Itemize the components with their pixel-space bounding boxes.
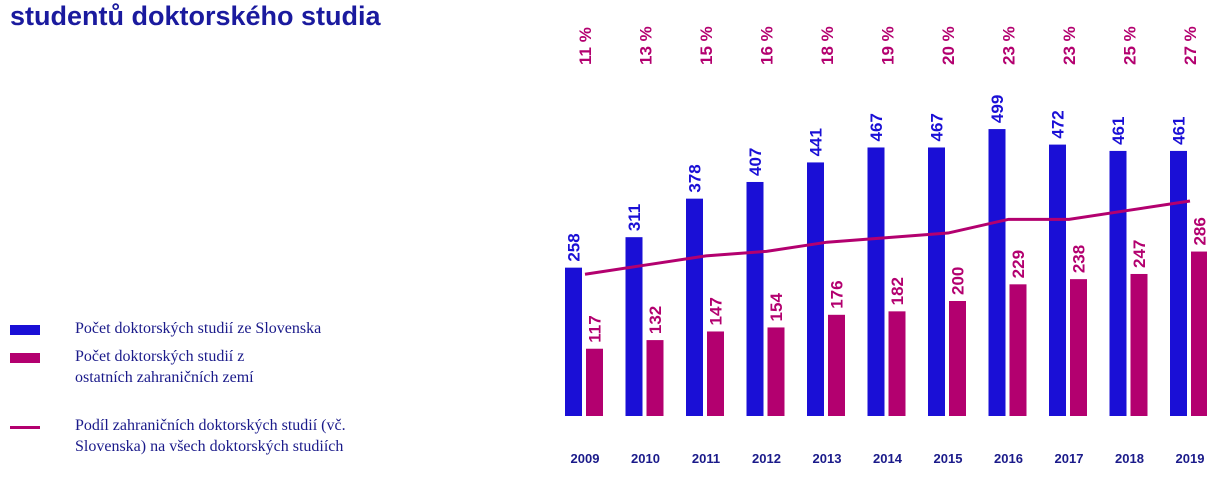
value-label: 182: [888, 277, 907, 305]
x-tick-label: 2009: [571, 451, 600, 466]
x-tick-label: 2016: [994, 451, 1023, 466]
value-label: 154: [767, 293, 786, 322]
bar: [746, 181, 764, 416]
x-tick-label: 2019: [1176, 451, 1205, 466]
legend-swatch: [10, 426, 40, 429]
percent-label: 16 %: [758, 26, 777, 65]
value-label: 461: [1109, 117, 1128, 145]
value-label: 238: [1070, 245, 1089, 273]
value-label: 441: [807, 128, 826, 156]
bar: [625, 237, 643, 416]
x-tick-label: 2012: [752, 451, 781, 466]
x-tick-label: 2014: [873, 451, 903, 466]
legend-swatch: [10, 353, 40, 363]
x-tick-label: 2017: [1055, 451, 1084, 466]
x-tick-label: 2011: [692, 451, 720, 466]
chart-title: studentů doktorského studia: [10, 1, 382, 31]
bar: [707, 331, 724, 416]
x-tick-label: 2018: [1115, 451, 1144, 466]
percent-label: 23 %: [1060, 26, 1079, 65]
bar: [807, 162, 824, 416]
value-label: 200: [949, 267, 968, 295]
legend-label: Počet doktorských studií z ostatních zah…: [75, 348, 254, 386]
value-label: 132: [646, 306, 665, 334]
bar: [686, 198, 703, 416]
value-label: 499: [988, 95, 1007, 123]
bar: [646, 340, 664, 416]
percent-label: 11 %: [576, 27, 595, 65]
value-label: 258: [565, 233, 584, 261]
percent-label: 13 %: [637, 26, 656, 65]
bar: [988, 129, 1006, 416]
percent-label: 20 %: [939, 26, 958, 65]
bar: [949, 301, 966, 416]
percent-label: 25 %: [1121, 26, 1140, 65]
bar: [888, 311, 906, 416]
bar: [1170, 150, 1187, 417]
value-label: 467: [867, 113, 886, 141]
legend-swatch: [10, 325, 40, 335]
x-tick-label: 2010: [631, 451, 660, 466]
value-label: 472: [1049, 110, 1068, 138]
value-label: 117: [586, 315, 605, 342]
bar: [1009, 284, 1027, 416]
bar: [1070, 279, 1087, 416]
value-label: 286: [1191, 217, 1207, 245]
value-label: 407: [746, 148, 765, 176]
line: [584, 199, 1191, 276]
percent-label: 15 %: [697, 26, 716, 65]
percent-label: 23 %: [1000, 26, 1019, 65]
percent-label: 27 %: [1181, 26, 1200, 65]
bar: [565, 267, 582, 416]
value-label: 461: [1170, 117, 1189, 145]
bar: [867, 147, 885, 416]
value-label: 311: [625, 204, 644, 231]
value-label: 467: [928, 113, 947, 141]
bar: [1049, 144, 1066, 416]
legend-label: Podíl zahraničních doktorských studií (v…: [75, 417, 346, 455]
value-label: 378: [686, 164, 705, 192]
percent-label: 19 %: [879, 26, 898, 65]
value-label: 176: [828, 280, 847, 308]
bar: [828, 314, 845, 416]
bar: [1109, 150, 1127, 417]
x-tick-label: 2013: [813, 451, 842, 466]
percent-label: 18 %: [818, 26, 837, 65]
value-label: 247: [1130, 240, 1149, 268]
bar: [1191, 251, 1207, 416]
legend-label: Počet doktorských studií ze Slovenska: [75, 320, 322, 337]
bar: [586, 348, 603, 416]
bar: [928, 147, 945, 416]
bar: [1130, 273, 1148, 416]
x-tick-label: 2015: [934, 451, 963, 466]
value-label: 229: [1009, 250, 1028, 278]
bar: [767, 327, 785, 416]
value-label: 147: [707, 297, 726, 325]
